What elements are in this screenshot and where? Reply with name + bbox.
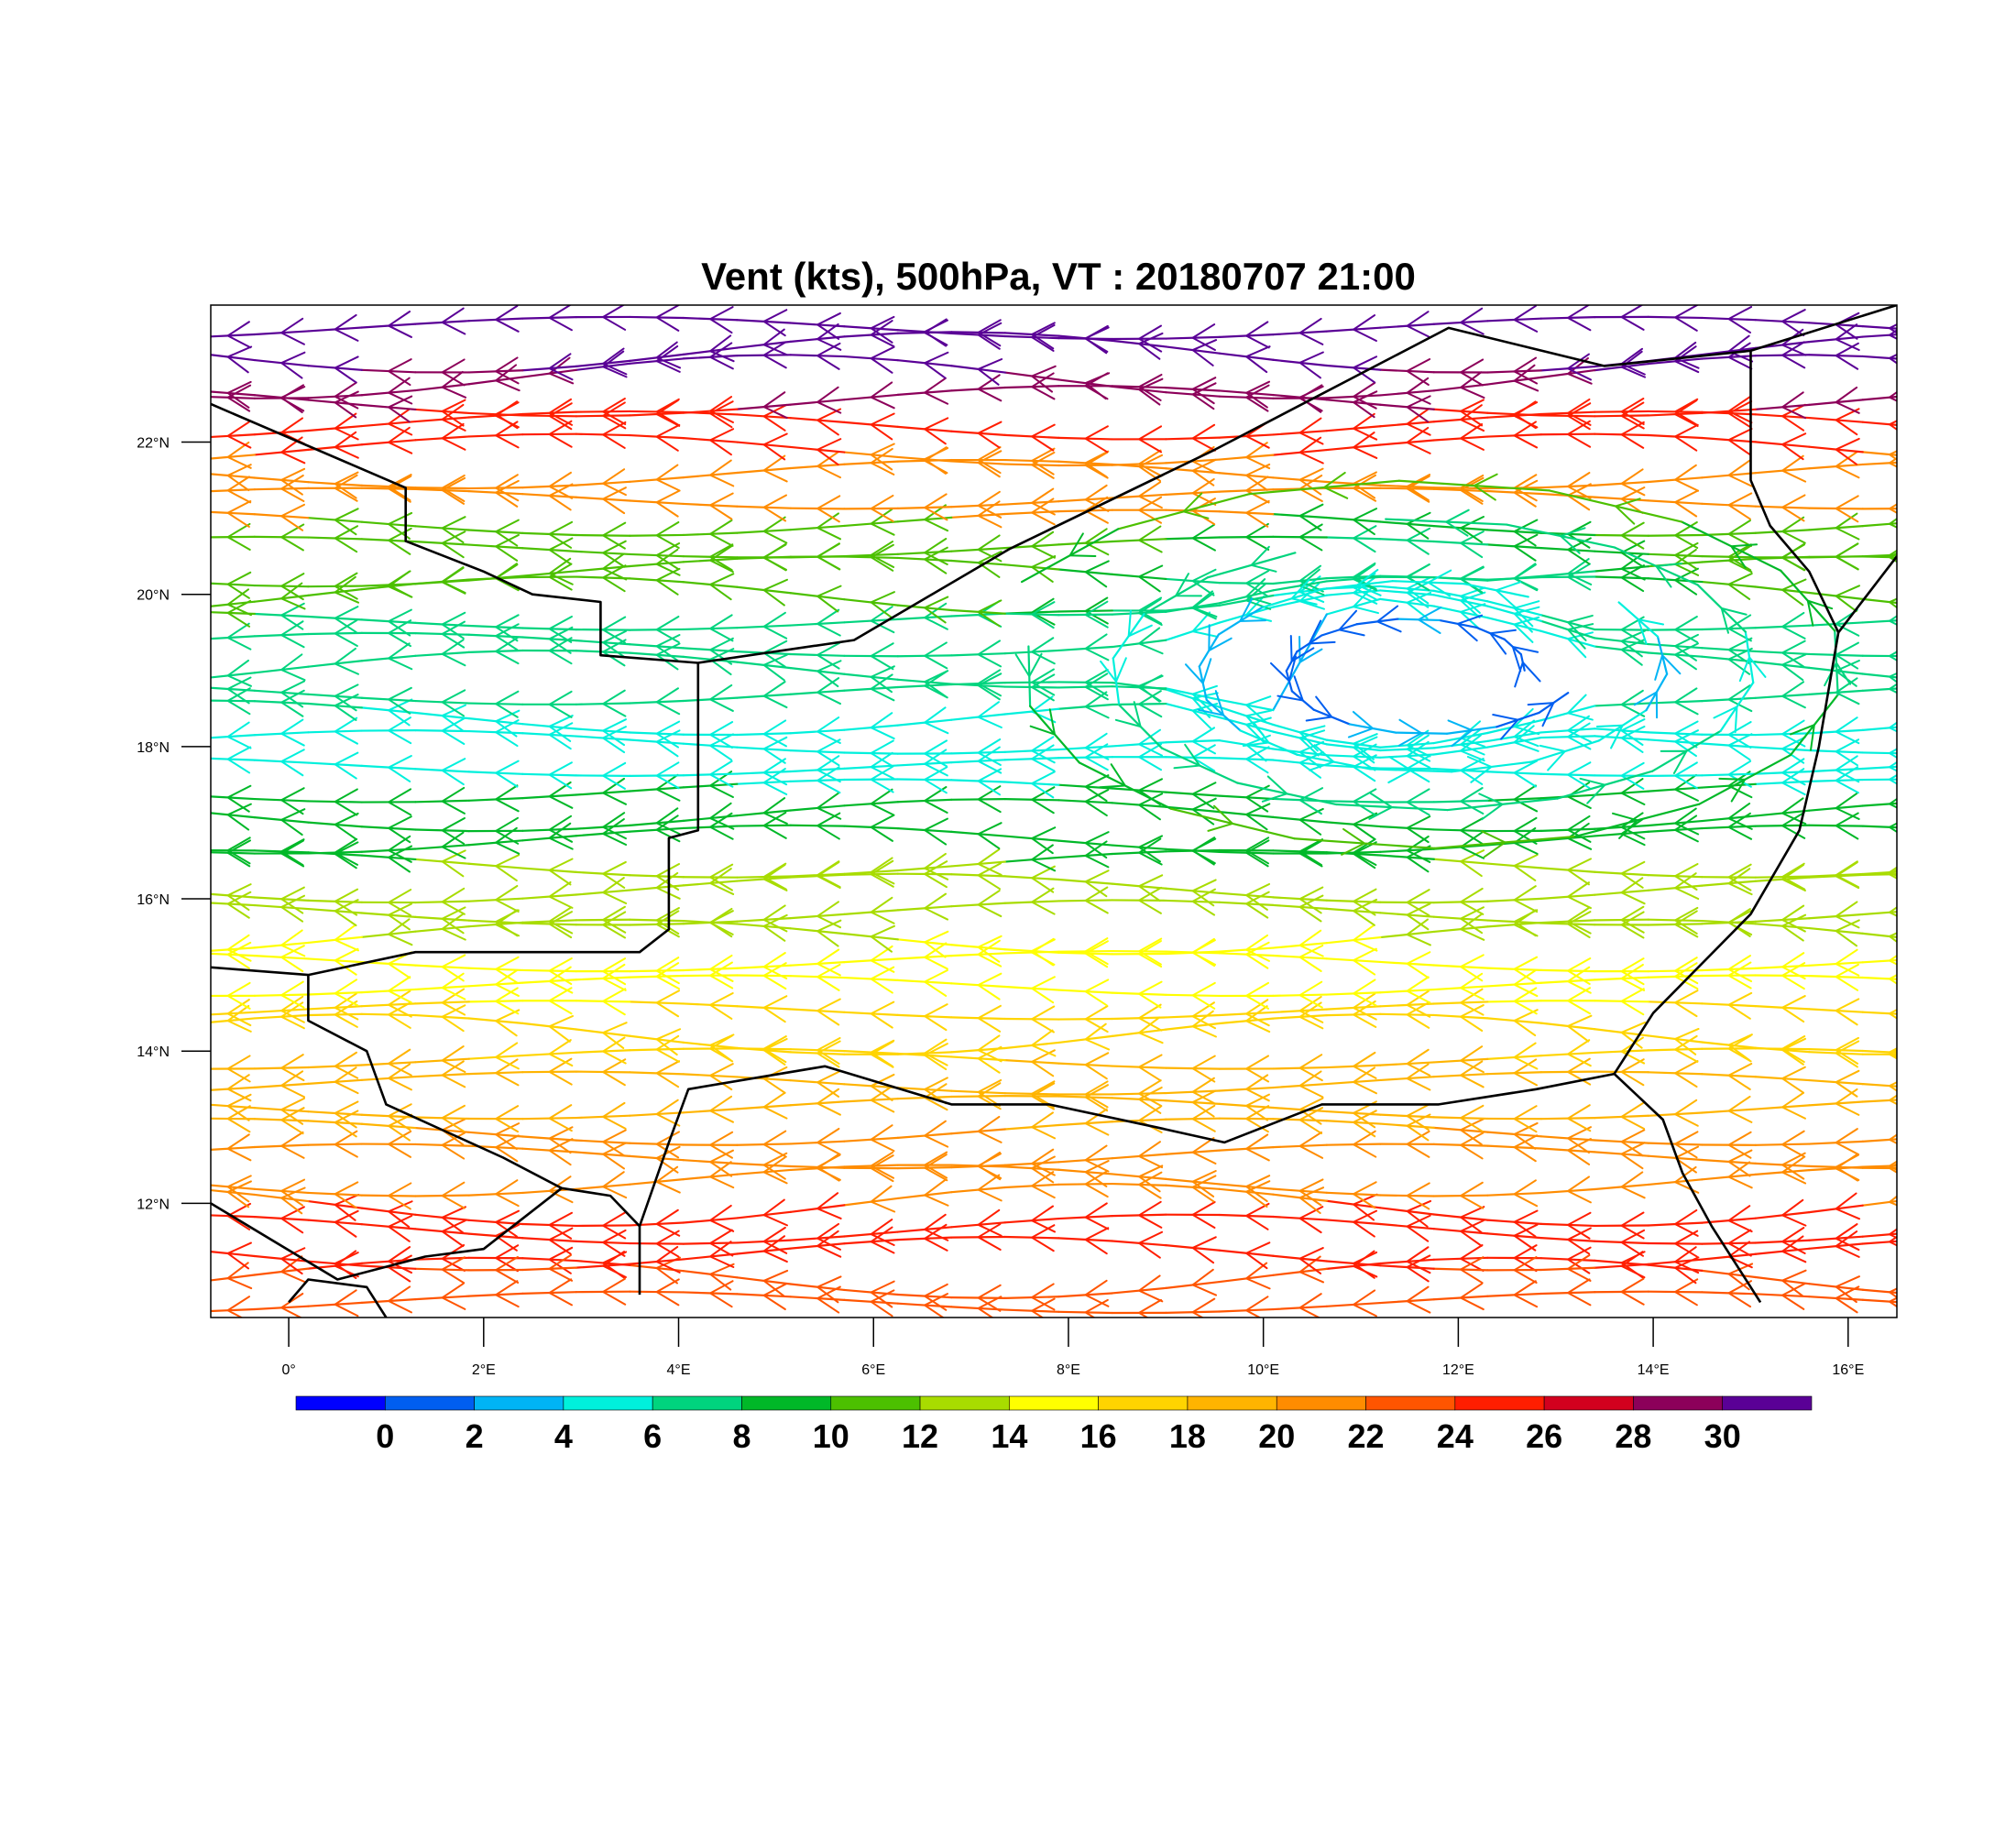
wind-streamlines: [201, 304, 1916, 1326]
colorbar-segment: [1276, 1396, 1365, 1410]
colorbar-segment: [920, 1396, 1009, 1410]
country-border: [211, 305, 1897, 663]
colorbar-segment: [1544, 1396, 1633, 1410]
country-borders: [211, 305, 1897, 1318]
colorbar-segment: [385, 1396, 474, 1410]
lat-tick-label: 12°N: [137, 1197, 170, 1212]
colorbar-label: 2: [466, 1417, 484, 1455]
streamline-arrow: [1890, 1125, 1912, 1151]
colorbar-segment: [741, 1396, 830, 1410]
colorbar-segment: [564, 1396, 652, 1410]
colorbar-segment: [1188, 1396, 1276, 1410]
streamline-arrow: [1890, 1002, 1912, 1028]
streamline-arrow: [1890, 509, 1912, 535]
colorbar-segment: [1099, 1396, 1188, 1410]
streamline-arrow: [1890, 383, 1912, 409]
lon-tick-label: 12°E: [1442, 1362, 1474, 1378]
colorbar-label: 20: [1258, 1417, 1295, 1455]
colorbar-label: 30: [1704, 1417, 1741, 1455]
lon-tick-label: 16°E: [1832, 1362, 1864, 1378]
colorbar-label: 28: [1615, 1417, 1651, 1455]
streamline-arrow: [1890, 1186, 1913, 1212]
streamline-arrow: [1890, 753, 1912, 779]
colorbar-label: 22: [1348, 1417, 1385, 1455]
colorbar-label: 0: [376, 1417, 394, 1455]
lon-tick-label: 4°E: [667, 1362, 691, 1378]
eddy-streamline-arrow: [1490, 630, 1516, 654]
colorbar-segment: [1455, 1396, 1544, 1410]
colorbar-segment: [475, 1396, 564, 1410]
colorbar-label: 16: [1080, 1417, 1117, 1455]
country-border: [308, 975, 640, 1295]
lon-tick-label: 10°E: [1247, 1362, 1279, 1378]
streamline-arrow: [1890, 413, 1912, 439]
lon-tick-label: 8°E: [1057, 1362, 1080, 1378]
streamline-arrow: [1890, 790, 1912, 815]
colorbar-label: 26: [1526, 1417, 1562, 1455]
streamline-arrow: [1890, 858, 1912, 884]
colorbar-segment: [1723, 1396, 1812, 1410]
chart-title: Vent (kts), 500hPa, VT : 20180707 21:00: [211, 255, 1906, 299]
colorbar-label: 8: [732, 1417, 751, 1455]
colorbar-label: 10: [813, 1417, 849, 1455]
streamline-arrow: [1890, 347, 1912, 373]
colorbar-label: 12: [902, 1417, 938, 1455]
eddy-streamline-arrow: [1655, 655, 1680, 680]
streamline-arrow: [1890, 1087, 1912, 1112]
colorbar-segment: [296, 1396, 385, 1410]
lat-tick-label: 14°N: [137, 1044, 170, 1060]
lon-tick-label: 0°: [281, 1362, 295, 1378]
plot-frame: [211, 305, 1897, 1318]
lat-tick-label: 16°N: [137, 892, 170, 908]
colorbar-segment: [1633, 1396, 1722, 1410]
lat-tick-label: 22°N: [137, 436, 170, 452]
streamline-arrow: [1890, 898, 1912, 924]
streamline-arrow: [1890, 926, 1912, 952]
lon-tick-label: 6°E: [861, 1362, 885, 1378]
colorbar-label: 4: [554, 1417, 573, 1455]
streamline-arrow: [1890, 946, 1912, 972]
streamline-arrow: [1890, 607, 1912, 632]
streamline-arrow: [1890, 592, 1912, 618]
colorbar-label: 24: [1437, 1417, 1474, 1455]
streamline-arrow: [1890, 1075, 1912, 1100]
lon-tick-label: 2°E: [472, 1362, 496, 1378]
lat-tick-label: 20°N: [137, 588, 170, 604]
lat-tick-label: 18°N: [137, 740, 170, 756]
colorbar-segment: [652, 1396, 741, 1410]
colorbar-label: 18: [1169, 1417, 1206, 1455]
colorbar-segment: [831, 1396, 920, 1410]
streamline-arrow: [1890, 321, 1912, 346]
streamline-arrow: [1890, 317, 1912, 343]
country-border: [289, 1280, 386, 1318]
eddy-streamline-arrow: [1307, 697, 1331, 721]
eddy-streamline-arrow: [1186, 659, 1211, 683]
lon-tick-label: 14°E: [1638, 1362, 1670, 1378]
colorbar-label: 6: [643, 1417, 662, 1455]
colorbar-segment: [1009, 1396, 1098, 1410]
streamline-arrow: [1890, 713, 1912, 738]
colorbar-label: 14: [991, 1417, 1027, 1455]
colorbar-segment: [1366, 1396, 1455, 1410]
